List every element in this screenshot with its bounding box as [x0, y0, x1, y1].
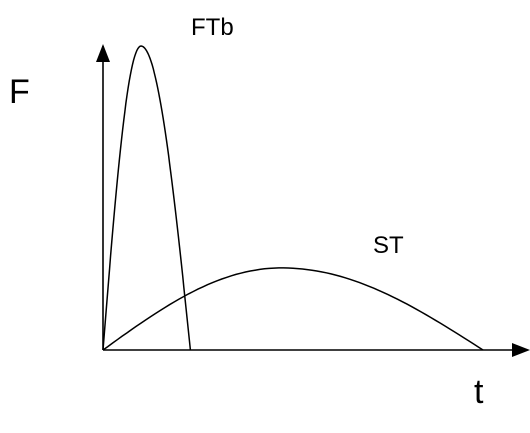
- series-label-ftb: FTb: [191, 14, 234, 41]
- x-axis-label: t: [474, 373, 484, 411]
- series-line-ftb: [102, 45, 192, 351]
- y-axis-arrowhead: [96, 44, 110, 62]
- y-axis-label: F: [9, 73, 30, 111]
- series-line-st: [102, 267, 484, 351]
- series-label-st: ST: [373, 232, 404, 259]
- x-axis-arrowhead: [512, 343, 530, 357]
